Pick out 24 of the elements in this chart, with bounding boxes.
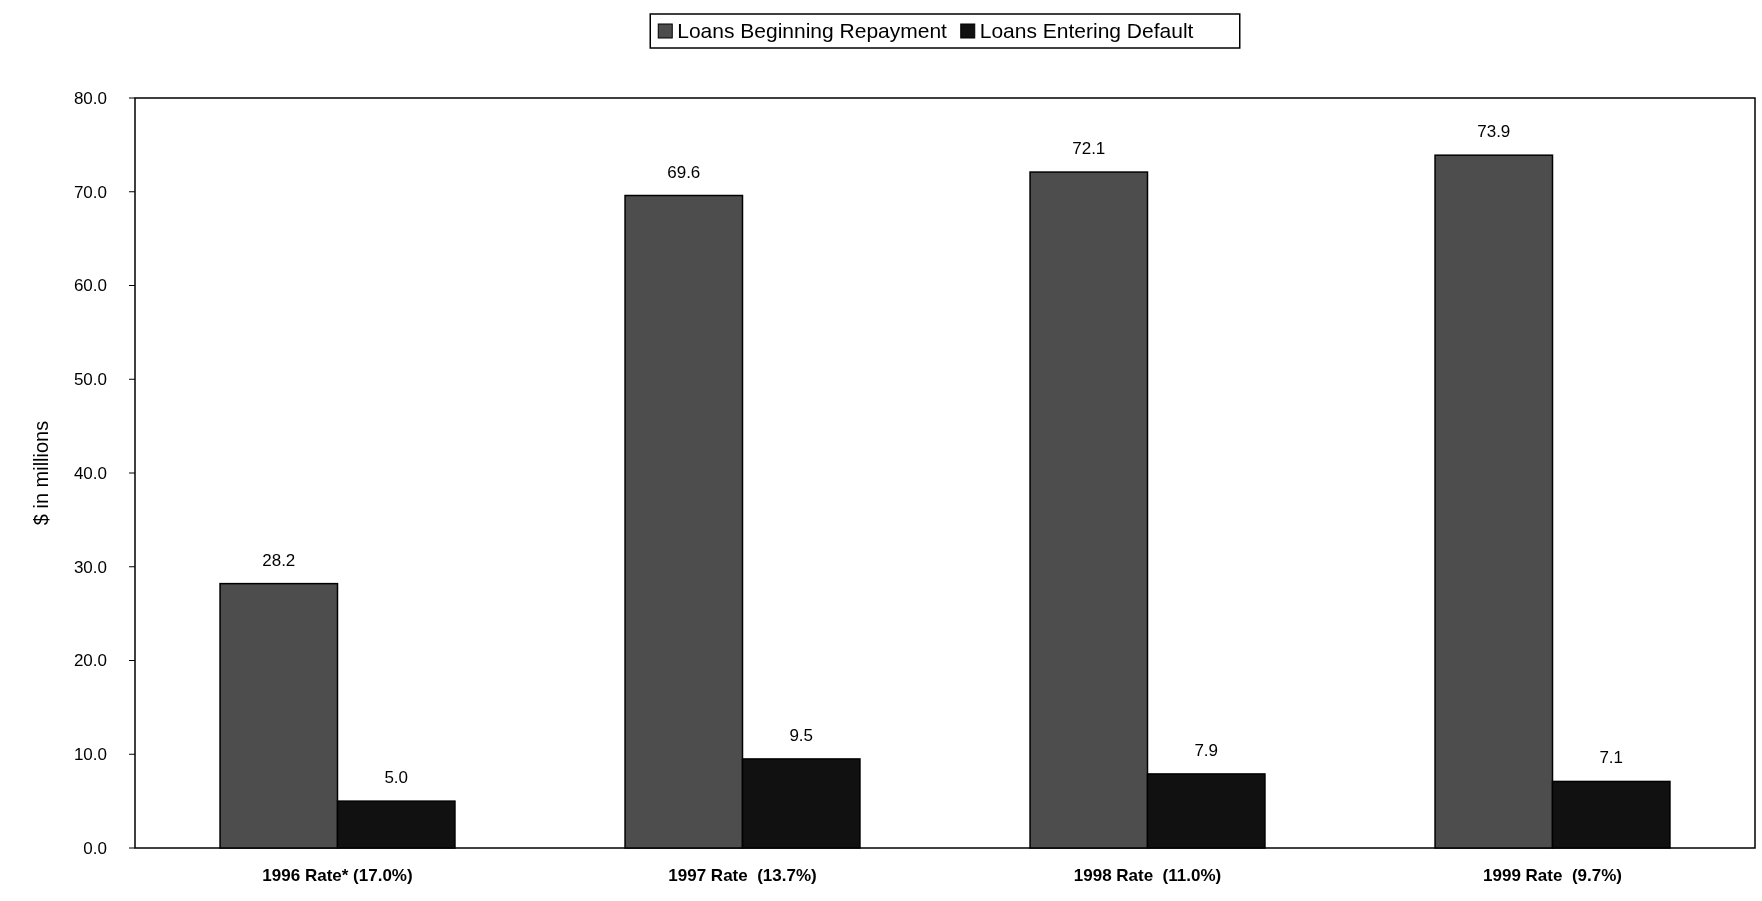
x-tick-label: 1997 Rate (13.7%) bbox=[668, 866, 817, 885]
legend-label: Loans Entering Default bbox=[979, 19, 1194, 43]
y-axis-title: $ in millions bbox=[30, 420, 52, 526]
data-label: 5.0 bbox=[384, 768, 409, 788]
data-label: 72.1 bbox=[1072, 139, 1106, 159]
data-label: 69.6 bbox=[667, 162, 701, 182]
data-label: 7.1 bbox=[1599, 748, 1624, 768]
x-tick-label: 1999 Rate (9.7%) bbox=[1483, 866, 1622, 885]
y-tick-label: 10.0 bbox=[73, 745, 107, 765]
y-tick-label: 60.0 bbox=[73, 276, 107, 296]
x-tick-label: 1996 Rate* (17.0%) bbox=[262, 866, 413, 885]
y-tick-label: 30.0 bbox=[73, 557, 107, 577]
y-tick-label: 0.0 bbox=[83, 838, 107, 858]
data-label: 73.9 bbox=[1477, 122, 1511, 142]
legend-label: Loans Beginning Repayment bbox=[677, 19, 948, 43]
data-label: 28.2 bbox=[262, 550, 296, 570]
y-tick-label: 40.0 bbox=[73, 463, 107, 483]
y-tick-label: 20.0 bbox=[73, 651, 107, 671]
y-tick-label: 80.0 bbox=[73, 88, 107, 108]
y-tick-label: 50.0 bbox=[73, 370, 107, 390]
data-label: 9.5 bbox=[789, 725, 814, 745]
x-tick-label: 1998 Rate (11.0%) bbox=[1073, 866, 1222, 885]
data-label: 7.9 bbox=[1194, 740, 1219, 760]
y-tick-label: 70.0 bbox=[73, 182, 107, 202]
